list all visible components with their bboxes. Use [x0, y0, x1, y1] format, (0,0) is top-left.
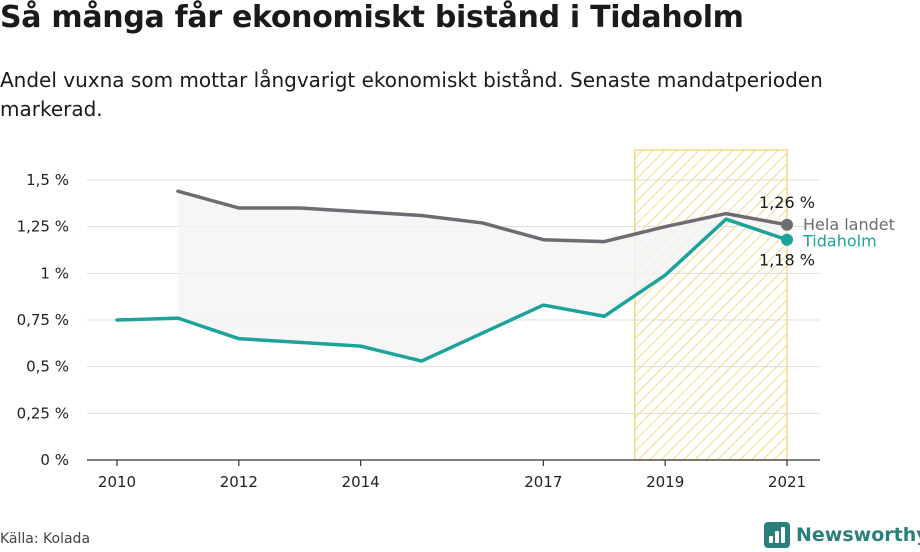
brand-logo: Newsworthy — [764, 520, 920, 550]
x-tick-label: 2012 — [220, 473, 258, 491]
y-tick-label: 0,5 % — [26, 358, 69, 376]
data-label: 1,26 % — [759, 193, 815, 212]
series-end-point — [781, 218, 793, 231]
series-lines — [115, 189, 793, 363]
y-tick-label: 1,5 % — [26, 171, 69, 189]
term-highlight — [633, 149, 788, 461]
axes: 0 % 0,25 % 0,5 % 0,75 % 1 % 1,25 % 1,5 % 2010 20… — [17, 171, 820, 491]
source-note: Källa: Kolada — [0, 531, 91, 547]
series-name-label: Hela landet — [803, 215, 895, 234]
mandate-period-highlight — [633, 149, 788, 461]
x-tick-label: 2017 — [524, 473, 562, 491]
y-tick-label: 0,25 % — [17, 404, 69, 422]
series-end-point — [781, 233, 793, 246]
x-tick-label: 2021 — [768, 473, 806, 491]
brand-name: Newsworthy — [796, 524, 920, 546]
y-tick-label: 1,25 % — [17, 218, 69, 236]
chart-subtitle: Andel vuxna som mottar långvarigt ekonom… — [0, 68, 823, 121]
x-tick-label: 2019 — [646, 473, 684, 491]
series-line-tidaholm — [115, 217, 789, 363]
y-tick-label: 0 % — [40, 451, 69, 469]
series-line-hela-landet — [176, 189, 789, 244]
newsworthy-logo-icon — [764, 522, 790, 548]
x-tick-label: 2014 — [342, 473, 380, 491]
line-chart: 0 % 0,25 % 0,5 % 0,75 % 1 % 1,25 % 1,5 % 2010 20… — [17, 149, 895, 491]
y-tick-label: 0,75 % — [17, 311, 69, 329]
x-tick-label: 2010 — [98, 473, 136, 491]
series-name-label: Tidaholm — [802, 232, 877, 251]
chart-title: Så många får ekonomiskt bistånd i Tidaho… — [0, 0, 744, 35]
difference-band-area — [177, 191, 788, 362]
data-label: 1,18 % — [759, 251, 815, 270]
difference-band — [177, 191, 788, 362]
y-tick-label: 1 % — [40, 264, 69, 282]
